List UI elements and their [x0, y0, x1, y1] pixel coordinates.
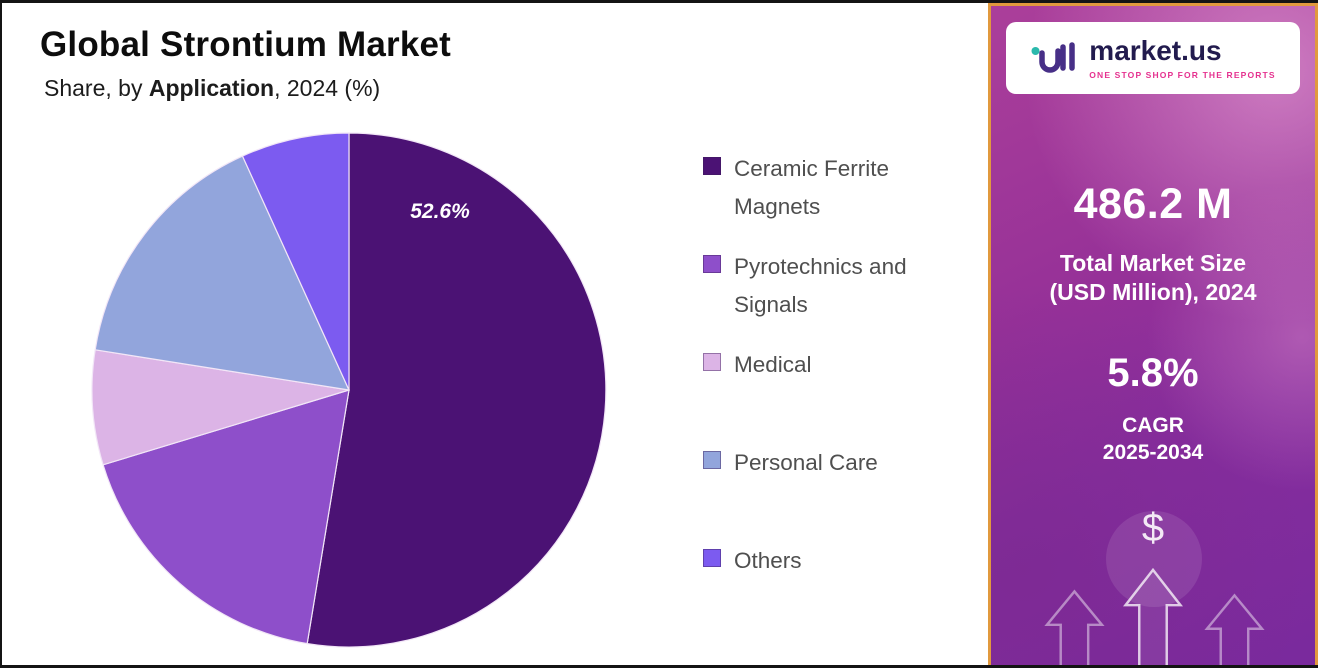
brand-tagline: ONE STOP SHOP FOR THE REPORTS — [1089, 69, 1276, 80]
legend-item-2[interactable]: Medical — [703, 346, 968, 444]
legend-swatch-icon — [703, 157, 721, 175]
legend-label: Ceramic Ferrite Magnets — [734, 156, 890, 220]
pie-slice-0[interactable] — [306, 132, 607, 648]
subtitle-dimension: Application — [148, 75, 275, 101]
market-size-label-line1: Total Market Size — [1059, 250, 1247, 276]
brand-logo-icon — [1031, 42, 1076, 73]
legend-swatch-icon — [703, 549, 721, 567]
pie-chart: 52.6% — [91, 132, 607, 648]
legend-label: Others — [734, 548, 802, 573]
market-size-label-line2: (USD Million), 2024 — [1049, 278, 1257, 305]
brand-logo-text: market.us ONE STOP SHOP FOR THE REPORTS — [1089, 34, 1276, 80]
legend-item-3[interactable]: Personal Care — [703, 444, 968, 542]
pie-slice-1[interactable] — [102, 389, 350, 645]
pie-chart-area: 52.6% — [88, 123, 610, 657]
subtitle-suffix: , 2024 (%) — [274, 75, 381, 101]
cagr-label-line2: 2025-2034 — [1102, 440, 1204, 464]
legend-swatch-icon — [703, 353, 721, 371]
pie-data-label: 52.6% — [410, 200, 470, 223]
brand-logo-box[interactable]: market.us ONE STOP SHOP FOR THE REPORTS — [1006, 22, 1300, 94]
chart-subtitle: Share, by Application, 2024 (%) — [44, 75, 451, 102]
legend-label: Medical — [734, 352, 812, 377]
cagr-value: 5.8% — [1107, 350, 1199, 395]
market-size-value: 486.2 M — [1073, 180, 1233, 228]
legend-swatch-icon — [703, 255, 721, 273]
chart-header: Global Strontium Market Share, by Applic… — [40, 25, 451, 102]
legend-label: Personal Care — [734, 450, 878, 475]
cagr-label: CAGR 2025-2034 — [1103, 412, 1203, 467]
legend-label: Pyrotechnics and Signals — [734, 254, 907, 318]
legend-swatch-icon — [703, 451, 721, 469]
brand-name: market.us — [1089, 34, 1222, 66]
legend-item-1[interactable]: Pyrotechnics and Signals — [703, 248, 968, 346]
dollar-icon: $ — [1141, 506, 1165, 551]
chart-title: Global Strontium Market — [40, 25, 452, 64]
legend-item-0[interactable]: Ceramic Ferrite Magnets — [703, 150, 968, 248]
dollar-backdrop-circle — [1106, 511, 1202, 607]
pie-slice-3[interactable] — [94, 155, 351, 391]
subtitle-prefix: Share, by — [44, 75, 149, 101]
brand-sidebar: market.us ONE STOP SHOP FOR THE REPORTS … — [988, 3, 1318, 665]
growth-arrows-icon — [1044, 567, 1265, 665]
cagr-label-line1: CAGR — [1122, 413, 1184, 437]
market-size-label: Total Market Size (USD Million), 2024 — [1049, 249, 1256, 307]
legend-item-4[interactable]: Others — [703, 542, 968, 640]
pie-slice-4[interactable] — [241, 132, 350, 391]
pie-slice-2[interactable] — [91, 349, 350, 466]
chart-legend: Ceramic Ferrite Magnets Pyrotechnics and … — [703, 150, 968, 640]
